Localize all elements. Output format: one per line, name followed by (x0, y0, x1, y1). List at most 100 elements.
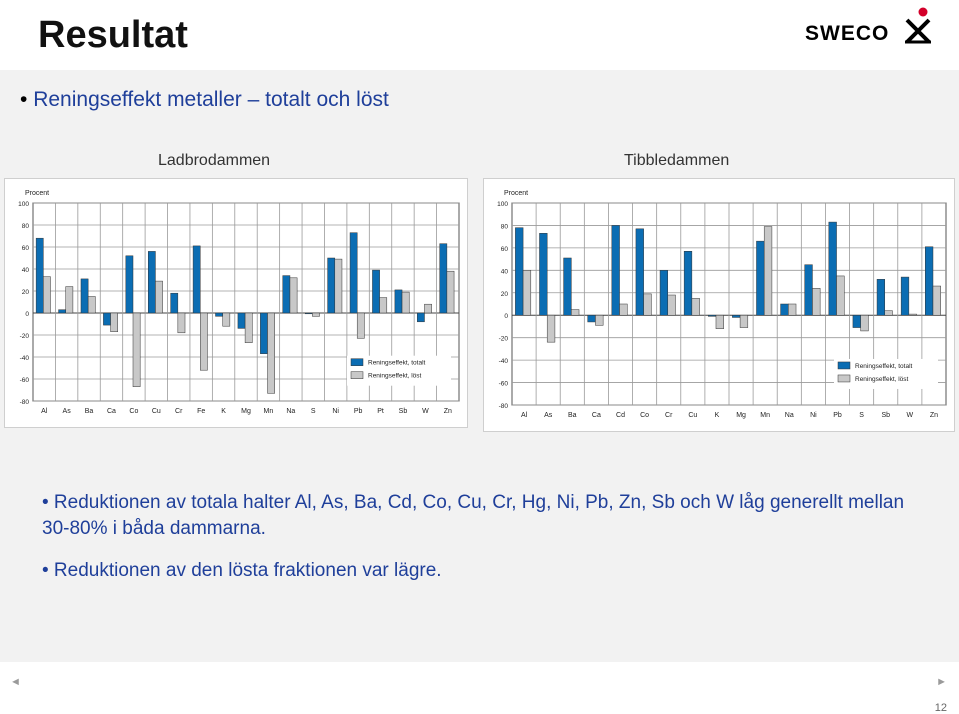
tibble-ytick-label: -80 (499, 403, 509, 410)
ladbro-ytick-label: -80 (20, 399, 30, 406)
tibble-xtick-label-Cd: Cd (616, 412, 625, 419)
ladbro-ytick-label: 80 (22, 223, 30, 230)
tibble-bar-lost-Zn (932, 285, 941, 316)
ladbro-xtick-label-As: As (63, 408, 72, 415)
bar-chart-tibbledammen: 100 80 60 40 20 0 -20 -40 -60 -80 Procent Al As Ba Ca C… (497, 190, 947, 419)
ladbro-xtick-label-K: K (221, 408, 226, 415)
tibble-xtick-label-Ba: Ba (568, 412, 577, 419)
tibble-xtick-label-K: K (715, 412, 720, 419)
tibble-bar-totalt-Ni (804, 264, 813, 316)
ladbro-xtick-label-Mn: Mn (264, 408, 274, 415)
tibble-ytick-label: -40 (499, 358, 509, 365)
main-bullet-text: Reningseffekt metaller – totalt och löst (33, 88, 389, 111)
tibble-ytick-label: 0 (504, 313, 508, 320)
ladbro-ytick-label: 0 (25, 311, 29, 318)
ladbro-xtick-label-S: S (311, 408, 316, 415)
ladbro-bar-lost-Co (132, 312, 141, 387)
ladbro-ytick-label: -20 (20, 333, 30, 340)
ladbro-bar-lost-Ba (87, 296, 96, 314)
tibble-bar-lost-Ni (812, 288, 821, 316)
prev-slide-icon[interactable]: ◄ (10, 676, 21, 688)
tibble-bar-lost-Na (788, 303, 797, 316)
ladbro-bar-totalt-Sb (394, 289, 403, 314)
tibble-bar-totalt-S (852, 314, 861, 328)
tibble-bar-lost-Ba (571, 309, 580, 316)
tibble-bar-lost-Co (643, 293, 652, 316)
sweco-mark-icon (905, 7, 931, 44)
tibble-legend-swatch-1 (837, 374, 851, 383)
tibble-xtick-label-Co: Co (640, 412, 649, 419)
ladbro-xtick-label-Al: Al (41, 408, 48, 415)
ladbro-bar-lost-Al (43, 276, 51, 314)
ladbro-bar-lost-S (312, 312, 320, 317)
chart-title-ladbrodammen: Ladbrodammen (158, 152, 271, 169)
tibble-bar-totalt-Ba (563, 257, 572, 316)
ladbro-bar-lost-Pb (356, 312, 365, 339)
tibble-bar-lost-Cr (667, 294, 676, 316)
ladbro-ytick-label: -60 (20, 377, 30, 384)
page-number: 12 (934, 702, 947, 714)
slide-title: Resultat (38, 14, 188, 56)
ladbro-legend-label-0: Reningseffekt, totalt (368, 360, 426, 367)
tibble-bar-totalt-Al (515, 227, 524, 316)
next-slide-icon[interactable]: ► (936, 676, 947, 688)
ladbro-xtick-label-Sb: Sb (399, 408, 408, 415)
ladbro-legend-label-1: Reningseffekt, löst (368, 373, 422, 380)
tibble-bar-totalt-Cr (659, 270, 669, 316)
tibble-bar-lost-Al (522, 270, 532, 316)
ladbro-bar-lost-As (65, 286, 74, 314)
tibble-ytick-label: 100 (497, 201, 508, 208)
ladbro-ytick-label: 60 (22, 245, 30, 252)
tibble-bar-totalt-Pb (828, 221, 837, 316)
ladbro-bar-totalt-Ba (80, 278, 89, 314)
ladbro-xtick-label-Co: Co (129, 408, 138, 415)
tibble-bar-lost-Mg (739, 314, 749, 328)
ladbro-bar-totalt-Na (282, 275, 291, 314)
tibble-xtick-label-Ca: Ca (592, 412, 601, 419)
tibble-bar-lost-Cu (691, 298, 700, 316)
ladbro-xtick-label-Fe: Fe (197, 408, 205, 415)
ladbro-bar-totalt-Pb (349, 232, 358, 314)
tibble-xtick-label-Zn: Zn (930, 412, 938, 419)
tibble-bar-totalt-Ca (587, 314, 596, 323)
ladbro-bar-lost-Zn (446, 270, 455, 314)
ladbro-bar-totalt-W (417, 312, 425, 323)
tibble-xtick-label-Pb: Pb (833, 412, 842, 419)
tibble-xtick-label-Sb: Sb (881, 412, 890, 419)
ladbro-bar-totalt-Co (125, 255, 134, 314)
tibble-bar-totalt-Cd (611, 225, 620, 316)
ladbro-legend (347, 355, 451, 386)
sweco-logo: SWECO (805, 6, 937, 50)
main-bullet: • Reningseffekt metaller – totalt och lö… (20, 88, 389, 112)
ladbro-bar-lost-W (424, 303, 432, 314)
ladbro-bar-lost-Ni (334, 258, 343, 314)
ladbro-bar-lost-Cr (177, 312, 186, 334)
ladbro-bar-totalt-Ni (327, 257, 336, 314)
tibble-bar-totalt-K (708, 314, 717, 317)
footer: ◄ ► 12 (0, 662, 959, 714)
ladbro-bar-lost-Ca (110, 312, 119, 332)
ladbro-legend-swatch-0 (350, 358, 364, 366)
chart-card-tibbledammen: 100 80 60 40 20 0 -20 -40 -60 -80 Procent Al As Ba Ca C… (483, 178, 955, 432)
ladbro-bar-totalt-Cr (170, 292, 179, 314)
ladbro-bar-totalt-S (304, 312, 313, 315)
tibble-xtick-label-Al: Al (521, 412, 528, 419)
tibble-xtick-label-S: S (859, 412, 864, 419)
tibble-bar-lost-Cd (619, 303, 628, 316)
ladbro-xtick-label-Mg: Mg (241, 408, 251, 415)
tibble-ytick-label: 80 (501, 223, 509, 230)
ladbro-ylabel: Procent (25, 190, 49, 197)
logo-text: SWECO (805, 22, 890, 45)
ladbro-bar-lost-Fe (200, 312, 208, 371)
ladbro-bar-lost-Sb (401, 291, 410, 314)
tibble-bar-lost-Sb (884, 310, 893, 316)
ladbro-bar-totalt-Mg (237, 312, 246, 329)
bullet-dot: • (20, 88, 28, 111)
slide-content: • Reningseffekt metaller – totalt och lö… (0, 70, 959, 662)
ladbro-xtick-label-Zn: Zn (444, 408, 452, 415)
tibble-xtick-label-Cr: Cr (665, 412, 673, 419)
ladbro-bar-totalt-As (58, 309, 66, 314)
ladbro-xtick-label-Pb: Pb (354, 408, 363, 415)
tibble-bar-lost-W (908, 313, 917, 316)
ladbro-bar-lost-Pt (379, 297, 388, 314)
